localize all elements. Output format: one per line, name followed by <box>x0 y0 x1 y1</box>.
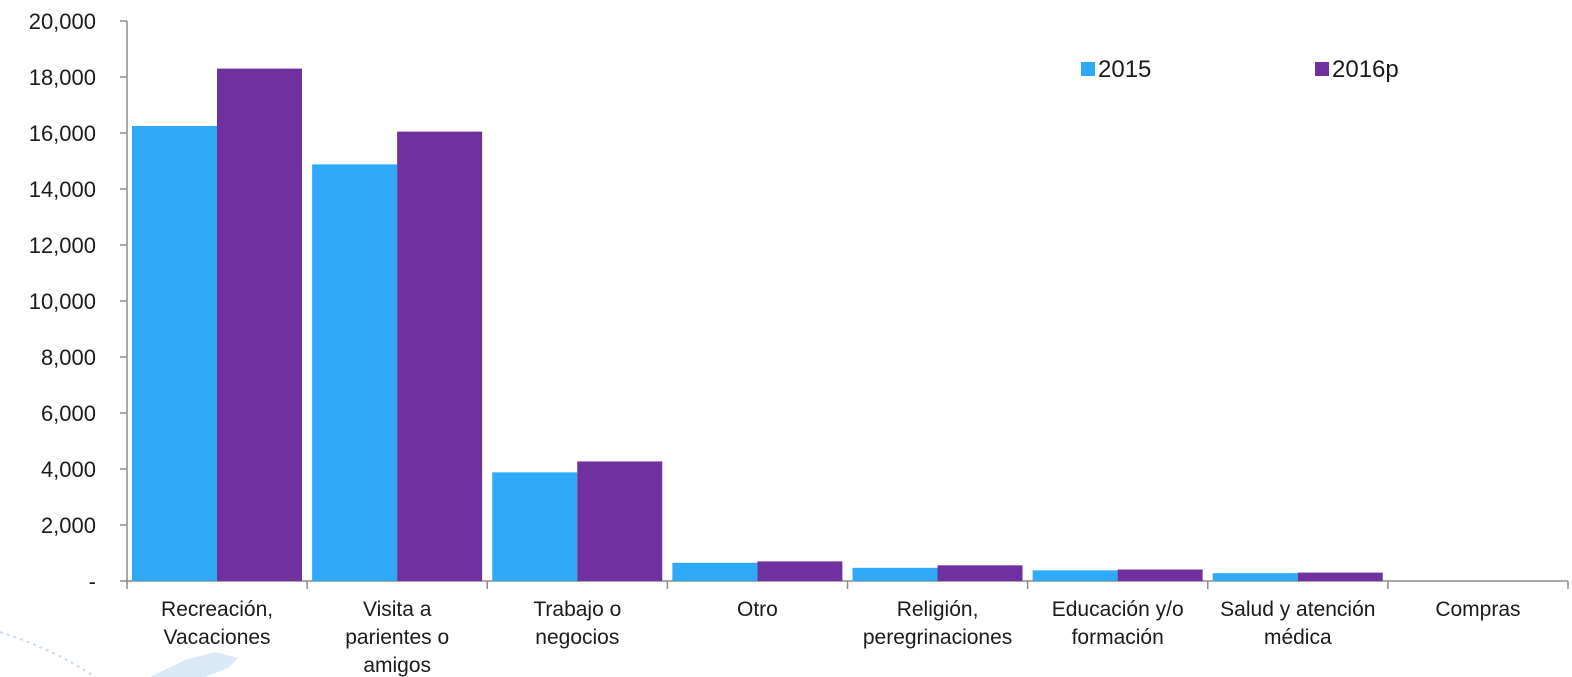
bar-2016p <box>757 561 843 581</box>
x-category-label-line: amigos <box>363 654 431 677</box>
y-tick-label: - <box>89 569 96 594</box>
y-tick-label: 18,000 <box>29 65 96 90</box>
x-category-label-line: formación <box>1072 626 1164 649</box>
x-category-label: Visita a parientes o amigos <box>345 598 449 677</box>
bar-2016p <box>577 461 663 581</box>
axes: - 2,000 4,000 6,000 8,000 10,000 12,000 14,000 1… <box>29 9 1569 677</box>
y-tick-label: 2,000 <box>41 513 96 538</box>
x-category-label-line: Trabajo o <box>533 598 621 621</box>
y-tick-label: 6,000 <box>41 401 96 426</box>
x-category-label-line: Visita a <box>363 598 432 621</box>
y-tick-label: 4,000 <box>41 457 96 482</box>
bar-2016p <box>937 565 1023 581</box>
y-tick-label: 14,000 <box>29 177 96 202</box>
x-category-label: Trabajo o negocios <box>533 598 621 649</box>
x-category-label-line: Salud y atención <box>1220 598 1375 621</box>
x-category-label-line: parientes o <box>345 626 449 649</box>
bar-2016p <box>217 68 302 582</box>
x-category-label-line: Recreación, <box>161 598 273 621</box>
x-category-label-line: Otro <box>737 598 778 621</box>
x-category-label: Salud y atención médica <box>1220 598 1375 649</box>
x-category-label-line: peregrinaciones <box>863 626 1012 649</box>
watermark-airplane-shape <box>150 652 238 677</box>
bar-2015 <box>492 472 578 581</box>
bars-group <box>132 68 1383 582</box>
bar-2016p <box>1117 569 1203 581</box>
x-category-label: Recreación, Vacaciones <box>161 598 273 649</box>
x-category-label-line: Educación y/o <box>1052 598 1184 621</box>
bar-2015 <box>1212 573 1298 581</box>
bar-2015 <box>852 567 938 581</box>
y-tick-label: 20,000 <box>29 9 96 34</box>
x-category-label: Otro <box>737 598 778 621</box>
y-tick-label: 8,000 <box>41 345 96 370</box>
bar-2015 <box>1032 570 1118 581</box>
x-category-label: Compras <box>1435 598 1520 621</box>
legend-label: 2015 <box>1098 56 1151 83</box>
bar-2015 <box>672 562 758 581</box>
legend-swatch <box>1315 62 1329 76</box>
y-tick-label: 12,000 <box>29 233 96 258</box>
watermark-airplane-decoration <box>0 631 96 677</box>
x-category-label-line: negocios <box>535 626 619 649</box>
x-category-label-line: Vacaciones <box>164 626 271 649</box>
bar-2016p <box>1297 572 1383 581</box>
bar-2015 <box>312 164 398 582</box>
x-category-label: Religión, peregrinaciones <box>863 598 1012 649</box>
legend-swatch <box>1081 62 1095 76</box>
legend: 2015 2016p <box>1081 56 1399 83</box>
x-category-label: Educación y/o formación <box>1052 598 1184 649</box>
y-tick-label: 10,000 <box>29 289 96 314</box>
x-category-label-line: Compras <box>1435 598 1520 621</box>
bar-2016p <box>397 131 483 581</box>
bar-2015 <box>132 126 217 581</box>
x-category-label-line: Religión, <box>897 598 979 621</box>
x-category-label-line: médica <box>1264 626 1332 649</box>
y-tick-label: 16,000 <box>29 121 96 146</box>
legend-label: 2016p <box>1332 56 1399 83</box>
